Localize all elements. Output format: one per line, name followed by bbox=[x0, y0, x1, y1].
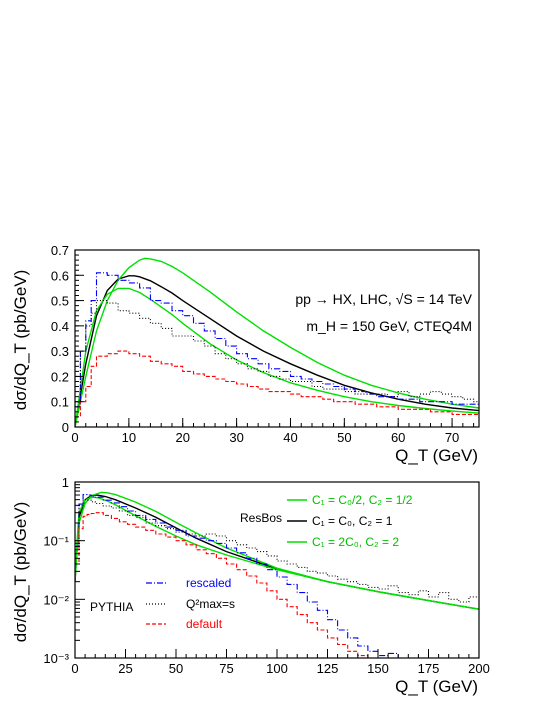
top-panel-frame bbox=[74, 249, 480, 428]
top-series-curve-2 bbox=[75, 287, 479, 427]
bottom-x-tick-label: 100 bbox=[266, 661, 288, 676]
top-panel: 0 10 20 30 40 50 60 70 0 0.1 0.2 0.3 0.4 0.5 0.6 0.7 pp… bbox=[11, 243, 480, 465]
top-y-tick-label: 0.7 bbox=[51, 243, 69, 258]
bottom-x-axis-label: Q_T (GeV) bbox=[395, 677, 478, 696]
bottom-x-tick-label: 125 bbox=[317, 661, 339, 676]
top-x-tick-label: 30 bbox=[229, 430, 243, 445]
top-x-tick-label: 50 bbox=[337, 430, 351, 445]
bottom-panel-marks bbox=[75, 491, 479, 658]
bottom-x-tick-label: 50 bbox=[169, 661, 183, 676]
bottom-x-tick-label: 75 bbox=[219, 661, 233, 676]
pythia-legend: PYTHIA rescaled Q²max=s default bbox=[90, 576, 235, 631]
top-annotation-mass: m_H = 150 GeV, CTEQ4M bbox=[306, 318, 472, 334]
pythia-legend-label-1: rescaled bbox=[186, 576, 231, 590]
bottom-series-default bbox=[75, 512, 382, 658]
top-x-tick-label: 10 bbox=[122, 430, 136, 445]
top-y-tick-label: 0.3 bbox=[51, 344, 69, 359]
top-panel-marks bbox=[75, 257, 479, 427]
bottom-x-tick-label: 25 bbox=[118, 661, 132, 676]
bottom-y-axis-label: dσ/dQ_T (pb/GeV) bbox=[11, 502, 30, 643]
bottom-x-tick-label: 200 bbox=[468, 661, 490, 676]
top-series-curve-1 bbox=[75, 257, 479, 427]
bottom-panel-ticks: 0 25 50 75 100 125 150 175 200 10⁻³ 10⁻² 10⁻¹ 1 bbox=[43, 475, 490, 676]
top-series-curve-0 bbox=[75, 275, 479, 427]
bottom-panel: 0 25 50 75 100 125 150 175 200 10⁻³ 10⁻² 10⁻¹ 1 ResB… bbox=[11, 475, 490, 696]
resbos-legend: ResBos C₁ = C₀/2, C₂ = 1/2 C₁ = C₀, C₂ =… bbox=[240, 493, 413, 549]
bottom-y-tick-label: 10⁻¹ bbox=[43, 534, 69, 549]
top-x-tick-label: 60 bbox=[391, 430, 405, 445]
bottom-series-curve-2 bbox=[75, 496, 479, 610]
top-series-default bbox=[75, 350, 479, 418]
pythia-legend-title: PYTHIA bbox=[90, 600, 133, 614]
bottom-y-tick-label: 10⁻² bbox=[43, 592, 69, 607]
top-x-tick-label: 20 bbox=[175, 430, 189, 445]
top-x-tick-label: 70 bbox=[445, 430, 459, 445]
pythia-legend-label-2: Q²max=s bbox=[186, 597, 235, 611]
top-x-tick-label: 40 bbox=[283, 430, 297, 445]
top-annotation-process: pp → HX, LHC, √S = 14 TeV bbox=[295, 291, 472, 307]
resbos-legend-label-3: C₁ = 2C₀, C₂ = 2 bbox=[312, 535, 399, 549]
bottom-x-tick-label: 0 bbox=[71, 661, 78, 676]
bottom-y-tick-label: 1 bbox=[62, 475, 69, 490]
top-y-tick-label: 0.4 bbox=[51, 319, 69, 334]
pythia-legend-label-3: default bbox=[186, 617, 223, 631]
top-x-tick-label: 0 bbox=[71, 430, 78, 445]
top-series-q-max-s bbox=[75, 300, 479, 403]
top-y-axis-label: dσ/dQ_T (pb/GeV) bbox=[11, 270, 30, 411]
bottom-x-tick-label: 175 bbox=[418, 661, 440, 676]
resbos-legend-title: ResBos bbox=[240, 511, 282, 525]
bottom-series-rescaled bbox=[75, 494, 399, 658]
resbos-legend-label-1: C₁ = C₀/2, C₂ = 1/2 bbox=[312, 493, 413, 507]
resbos-legend-label-2: C₁ = C₀, C₂ = 1 bbox=[312, 514, 393, 528]
top-y-tick-label: 0.2 bbox=[51, 369, 69, 384]
top-y-tick-label: 0.6 bbox=[51, 268, 69, 283]
top-y-tick-label: 0.1 bbox=[51, 395, 69, 410]
top-series-rescaled bbox=[75, 272, 479, 408]
top-panel-ticks: 0 10 20 30 40 50 60 70 0 0.1 0.2 0.3 0.4 0.5 0.6 0.7 bbox=[51, 243, 475, 445]
top-y-tick-label: 0.5 bbox=[51, 294, 69, 309]
top-y-tick-label: 0 bbox=[62, 420, 69, 435]
bottom-x-tick-label: 150 bbox=[367, 661, 389, 676]
top-x-axis-label: Q_T (GeV) bbox=[395, 446, 478, 465]
bottom-y-tick-label: 10⁻³ bbox=[43, 651, 69, 666]
